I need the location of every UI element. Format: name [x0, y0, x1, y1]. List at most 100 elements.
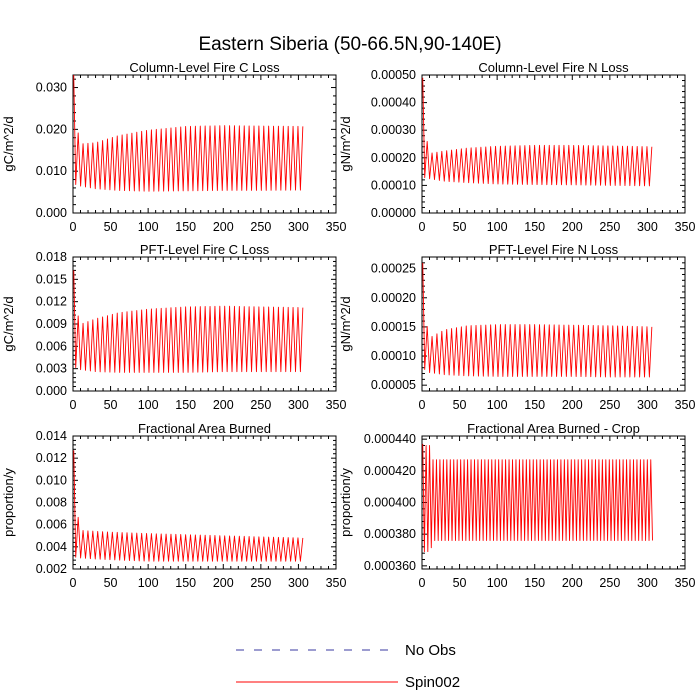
plot-frame: [421, 256, 686, 392]
y-tick-label: 0.00040: [371, 96, 416, 110]
x-tick-label: 50: [104, 398, 118, 412]
x-tick-label: 100: [138, 398, 159, 412]
x-tick-label: 0: [70, 576, 77, 590]
plot-frame: [72, 74, 337, 214]
x-tick-label: 150: [175, 576, 196, 590]
y-axis-label: gN/m^2/d: [338, 116, 353, 171]
y-tick-label: 0.00000: [371, 206, 416, 220]
series-line-spin002: [73, 74, 304, 192]
legend-label-no-obs: No Obs: [405, 642, 456, 659]
x-tick-label: 300: [288, 576, 309, 590]
y-tick-label: 0.010: [36, 473, 67, 487]
y-tick-label: 0.00015: [371, 320, 416, 334]
x-tick-label: 0: [419, 398, 426, 412]
y-tick-label: 0.00030: [371, 123, 416, 137]
x-tick-label: 50: [453, 220, 467, 234]
x-tick-label: 250: [250, 398, 271, 412]
chart-panel-3: PFT-Level Fire C Loss gC/m^2/d 0 50 100 150 20…: [1, 242, 346, 412]
x-tick-label: 200: [213, 220, 234, 234]
x-tick-label: 200: [562, 576, 583, 590]
x-tick-label: 100: [487, 576, 508, 590]
y-tick-label: 0.00050: [371, 68, 416, 82]
y-tick-label: 0.00010: [371, 178, 416, 192]
x-tick-label: 300: [637, 398, 658, 412]
y-tick-label: 0.00005: [371, 378, 416, 392]
x-tick-label: 100: [138, 220, 159, 234]
y-tick-label: 0.009: [36, 317, 67, 331]
y-tick-label: 0.000360: [364, 559, 416, 573]
x-tick-label: 250: [599, 220, 620, 234]
y-tick-label: 0.020: [36, 122, 67, 136]
series-line-spin002: [422, 262, 653, 378]
plot-frame: [421, 74, 686, 214]
y-tick-label: 0.000420: [364, 464, 416, 478]
chart-panel-2: Column-Level Fire N Loss gN/m^2/d 0 50 100 15…: [338, 60, 695, 234]
y-tick-label: 0.030: [36, 81, 67, 95]
series-line-spin002: [422, 443, 653, 553]
y-axis-label: gN/m^2/d: [338, 296, 353, 351]
y-tick-label: 0.000400: [364, 496, 416, 510]
series-line-spin002: [422, 77, 653, 187]
legend-label-spin002: Spin002: [405, 674, 460, 691]
x-tick-label: 150: [524, 220, 545, 234]
x-tick-label: 350: [675, 576, 696, 590]
x-tick-label: 100: [487, 398, 508, 412]
y-axis-label: gC/m^2/d: [1, 116, 16, 171]
x-tick-label: 50: [453, 576, 467, 590]
x-tick-label: 300: [288, 398, 309, 412]
y-tick-label: 0.003: [36, 362, 67, 376]
y-axis-label: proportion/y: [1, 468, 16, 537]
x-tick-label: 200: [213, 398, 234, 412]
series-line-spin002: [73, 270, 304, 373]
legend: No Obs Spin002: [236, 642, 460, 691]
x-tick-label: 200: [213, 576, 234, 590]
panel-title: Column-Level Fire N Loss: [478, 60, 629, 75]
panel-title: PFT-Level Fire N Loss: [489, 242, 619, 257]
x-tick-label: 350: [675, 398, 696, 412]
y-axis-label: proportion/y: [338, 468, 353, 537]
figure-title: Eastern Siberia (50-66.5N,90-140E): [198, 34, 501, 55]
chart-panels: Column-Level Fire C Loss gC/m^2/d 0 50 100 15…: [1, 60, 695, 590]
x-tick-label: 150: [524, 576, 545, 590]
y-tick-label: 0.012: [36, 295, 67, 309]
x-tick-label: 100: [487, 220, 508, 234]
y-tick-label: 0.00020: [371, 151, 416, 165]
y-tick-label: 0.000380: [364, 527, 416, 541]
panel-title: Fractional Area Burned: [138, 421, 271, 436]
x-tick-label: 300: [637, 220, 658, 234]
y-tick-label: 0.004: [36, 540, 67, 554]
panel-title: PFT-Level Fire C Loss: [140, 242, 270, 257]
y-tick-label: 0.000: [36, 206, 67, 220]
y-tick-label: 0.008: [36, 496, 67, 510]
x-tick-label: 250: [250, 576, 271, 590]
x-tick-label: 150: [175, 220, 196, 234]
chart-panel-1: Column-Level Fire C Loss gC/m^2/d 0 50 100 15…: [1, 60, 346, 234]
y-tick-label: 0.006: [36, 518, 67, 532]
x-tick-label: 350: [326, 576, 347, 590]
x-tick-label: 350: [326, 398, 347, 412]
x-tick-label: 150: [524, 398, 545, 412]
y-tick-label: 0.006: [36, 339, 67, 353]
x-tick-label: 50: [104, 220, 118, 234]
panel-title: Column-Level Fire C Loss: [129, 60, 280, 75]
x-tick-label: 0: [419, 220, 426, 234]
y-tick-label: 0.002: [36, 562, 67, 576]
x-tick-label: 0: [70, 220, 77, 234]
x-tick-label: 350: [675, 220, 696, 234]
x-tick-label: 250: [599, 398, 620, 412]
x-tick-label: 100: [138, 576, 159, 590]
y-axis-label: gC/m^2/d: [1, 296, 16, 351]
x-tick-label: 350: [326, 220, 347, 234]
x-tick-label: 300: [288, 220, 309, 234]
x-tick-label: 0: [419, 576, 426, 590]
y-tick-label: 0.00010: [371, 349, 416, 363]
x-tick-label: 50: [104, 576, 118, 590]
chart-panel-4: PFT-Level Fire N Loss gN/m^2/d 0 50 100 150 20…: [338, 242, 695, 412]
series-line-spin002: [73, 450, 304, 562]
y-tick-label: 0.015: [36, 272, 67, 286]
y-tick-label: 0.000: [36, 384, 67, 398]
panel-title: Fractional Area Burned - Crop: [467, 421, 640, 436]
x-tick-label: 200: [562, 398, 583, 412]
x-tick-label: 50: [453, 398, 467, 412]
